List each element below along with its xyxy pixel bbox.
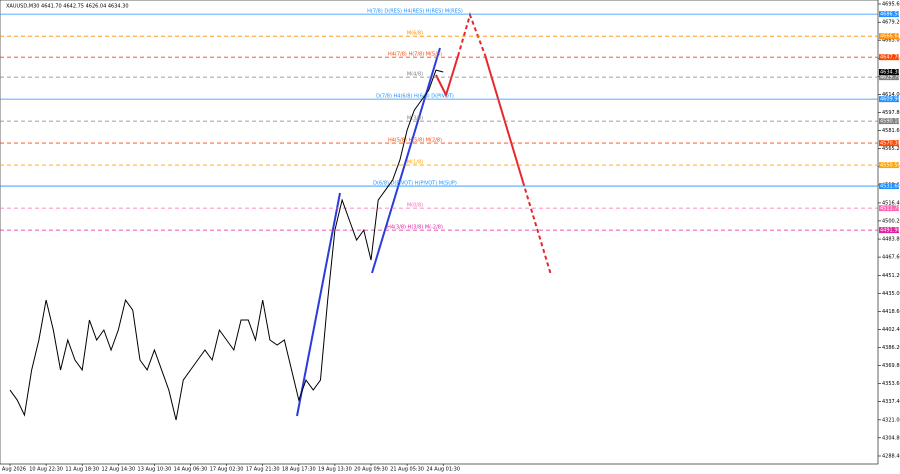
level-tag: [879, 162, 899, 169]
level-tag-label: 4570.30: [880, 141, 900, 147]
forecast-segment: [435, 55, 459, 98]
y-tick-label: 4614.00: [882, 92, 900, 98]
x-tick-label: 11 Aug 18:30: [65, 467, 99, 473]
x-tick-label: 18 Aug 17:30: [282, 467, 316, 473]
level-label: D(6/8) D(PIVOT) H(PIVOT) M(SUP): [373, 181, 457, 187]
level-tag: [879, 227, 899, 234]
x-tick-label: 24 Aug 01:30: [426, 467, 460, 473]
x-tick-label: 21 Aug 05:30: [390, 467, 424, 473]
y-tick-label: 4337.40: [882, 399, 900, 405]
level-tag: [879, 140, 899, 147]
level-tag-label: 4647.70: [880, 55, 900, 61]
level-label: M(1/8): [407, 160, 423, 166]
y-tick-label: 4369.80: [882, 363, 900, 369]
level-label: H4(5/8) H(5/8) M(2/8): [388, 138, 442, 144]
level-tag-label: 4686.50: [880, 12, 900, 18]
plot-area: [0, 0, 879, 465]
level-tag-label: 4590.10: [880, 119, 900, 125]
x-tick-label: 10 Aug 22:30: [29, 467, 63, 473]
y-tick-label: 4597.80: [882, 110, 900, 116]
x-tick-label: 10 Aug 2026: [0, 467, 26, 473]
x-tick-label: 14 Aug 06:30: [174, 467, 208, 473]
level-label: M(6/8): [407, 31, 423, 37]
y-tick-label: 4288.40: [882, 454, 900, 460]
y-tick-label: 4353.60: [882, 381, 900, 387]
level-tag-label: 4491.90: [880, 228, 900, 234]
x-tick-label: 20 Aug 09:30: [354, 467, 388, 473]
trend-line: [371, 47, 441, 274]
level-tag: [879, 183, 899, 190]
y-tick-label: 4483.80: [882, 237, 900, 243]
level-tag: [879, 11, 899, 18]
level-tag: [879, 33, 899, 40]
level-label: H4(7/8) H(7/8) M(5/8): [388, 52, 442, 58]
y-tick-label: 4516.40: [882, 200, 900, 206]
y-tick-label: 4663.00: [882, 38, 900, 44]
x-tick-label: 13 Aug 10:30: [138, 467, 172, 473]
y-tick-label: 4565.20: [882, 146, 900, 152]
level-label: H4(3/8) H(3/8) M(-2/8): [387, 225, 443, 231]
level-label: M(4/8): [407, 72, 423, 78]
y-tick-label: 4321.00: [882, 417, 900, 423]
y-tick-label: 4402.40: [882, 327, 900, 333]
level-tag-label: 4531.60: [880, 184, 900, 190]
level-tag: [879, 118, 899, 125]
last-price-tag: [879, 69, 899, 76]
level-tag-label: 4666.60: [880, 34, 900, 40]
level-tag: [879, 96, 899, 103]
level-tag: [879, 54, 899, 61]
price-line: [9, 69, 444, 421]
level-tag-label: 4609.90: [880, 97, 900, 103]
level-tag: [879, 74, 899, 81]
y-tick-label: 4581.60: [882, 128, 900, 134]
last-price-label: 4634.30: [880, 70, 900, 76]
y-tick-label: 4418.60: [882, 309, 900, 315]
forecast-path: [435, 11, 552, 276]
level-label: M(0/8): [407, 203, 423, 209]
forecast-segment: [522, 181, 552, 276]
forecast-segment: [457, 11, 486, 57]
y-tick-label: 4500.20: [882, 218, 900, 224]
y-tick-label: 4435.00: [882, 291, 900, 297]
y-tick-label: 4386.20: [882, 345, 900, 351]
x-tick-label: 17 Aug 21:30: [246, 467, 280, 473]
x-tick-label: 12 Aug 14:30: [101, 467, 135, 473]
y-tick-label: 4679.20: [882, 20, 900, 26]
level-tag-label: 4511.70: [880, 206, 900, 212]
level-label: H(7/8) D(RES) H4(RES) H(RES) M(RES): [367, 9, 463, 15]
level-tag-label: 4629.70: [880, 75, 900, 81]
y-tick-label: 4451.20: [882, 273, 900, 279]
y-tick-label: 4304.80: [882, 435, 900, 441]
level-tag-label: 4550.50: [880, 163, 900, 169]
level-tag: [879, 205, 899, 212]
y-tick-label: 4467.60: [882, 255, 900, 261]
level-label: D(7/8) H4(6/8) H(6/8) D(PIVOT): [376, 94, 454, 100]
x-tick-label: 17 Aug 02:30: [210, 467, 244, 473]
chart-title: XAUUSD,M30 4641.70 4642.75 4626.04 4634.…: [6, 4, 129, 10]
level-label: M(3/8): [407, 116, 423, 122]
y-tick-label: 4695.60: [882, 1, 900, 7]
x-tick-label: 19 Aug 13:30: [318, 467, 352, 473]
forecast-segment: [484, 54, 524, 183]
